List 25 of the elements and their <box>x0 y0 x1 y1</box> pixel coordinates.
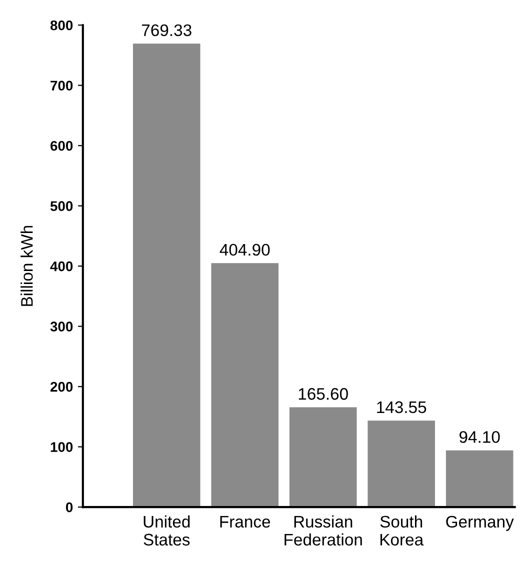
y-tick-label: 800 <box>50 20 73 30</box>
x-tick-label: South Korea <box>380 515 424 546</box>
y-tick-label: 700 <box>50 80 73 91</box>
data-label: 769.33 <box>142 24 192 36</box>
x-tick-label: France <box>220 516 270 528</box>
y-tick-label: 200 <box>50 382 73 392</box>
data-label: 404.90 <box>220 244 270 256</box>
y-tick-label: 500 <box>50 201 73 212</box>
bar <box>132 44 200 508</box>
data-label: 143.55 <box>377 401 426 414</box>
x-tick-label: Germany <box>446 516 514 531</box>
bar <box>289 407 357 508</box>
bar <box>446 450 514 508</box>
bar <box>211 263 279 508</box>
y-tick-label: 300 <box>50 322 73 332</box>
x-tick-label: Russian Federation <box>284 515 362 546</box>
y-tick-label: 100 <box>50 442 73 452</box>
bar <box>368 420 435 508</box>
y-tick-label: 600 <box>50 140 73 151</box>
data-label: 165.60 <box>298 388 348 400</box>
data-label: 94.10 <box>460 431 500 443</box>
y-tick-label: 0 <box>66 502 73 512</box>
y-tick-label: 400 <box>50 261 73 272</box>
y-axis-title: Billion kWh <box>20 226 33 306</box>
x-tick-label: United States <box>144 515 190 546</box>
